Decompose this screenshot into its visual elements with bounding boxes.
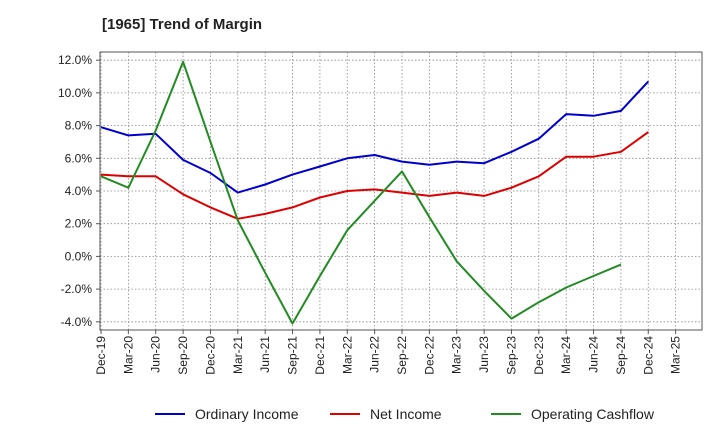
x-tick-label: Dec-20 [203,336,217,375]
y-tick-label: 8.0% [65,119,93,133]
x-tick-label: Dec-24 [641,336,655,375]
x-tick-label: Mar-20 [121,336,135,374]
x-tick-label: Mar-22 [340,336,354,374]
y-tick-label: 4.0% [65,184,93,198]
x-tick-label: Mar-21 [231,336,245,374]
y-tick-label: -4.0% [61,315,93,329]
x-tick-label: Jun-22 [368,336,382,373]
x-tick-label: Jun-23 [477,336,491,373]
y-axis-ticks: 12.0% 10.0% 8.0% 6.0% 4.0% 2.0% 0.0% -2.0% -4.0% [58,53,100,329]
x-tick-label: Dec-21 [313,336,327,375]
x-tick-label: Sep-24 [614,336,628,375]
series-lines [100,60,650,325]
ordinary-income-legend-label: Ordinary Income [195,406,299,422]
y-tick-label: 2.0% [65,217,93,231]
grid-lines [100,52,702,330]
legend: Ordinary Income Net Income Operating Cashf… [155,406,655,422]
y-tick-label: 6.0% [65,151,93,165]
y-tick-label: -2.0% [61,282,93,296]
x-tick-label: Jun-21 [258,336,272,373]
x-tick-label: Dec-22 [422,336,436,375]
y-tick-label: 12.0% [58,53,92,67]
x-tick-label: Jun-20 [149,336,163,373]
net-income-legend-label: Net Income [370,406,442,422]
x-tick-label: Mar-25 [669,336,683,374]
operating-cashflow-legend-label: Operating Cashflow [531,406,655,422]
chart-title: [1965] Trend of Margin [102,16,263,33]
y-tick-label: 10.0% [58,86,92,100]
x-tick-label: Dec-19 [94,336,108,375]
x-tick-label: Jun-24 [587,336,601,373]
x-tick-label: Mar-24 [559,336,573,374]
x-tick-label: Sep-23 [504,336,518,375]
x-tick-label: Sep-22 [395,336,409,375]
net-income-line [100,131,649,220]
x-tick-label: Dec-23 [532,336,546,375]
operating-cashflow-line [100,60,622,325]
y-tick-label: 0.0% [65,249,93,263]
ordinary-income-line [100,80,650,194]
x-tick-label: Mar-23 [450,336,464,374]
x-axis-ticks: Dec-19 Mar-20 Jun-20 Sep-20 Dec-20 Mar-21 Jun-… [94,330,683,375]
x-tick-label: Sep-20 [176,336,190,375]
x-tick-label: Sep-21 [286,336,300,375]
